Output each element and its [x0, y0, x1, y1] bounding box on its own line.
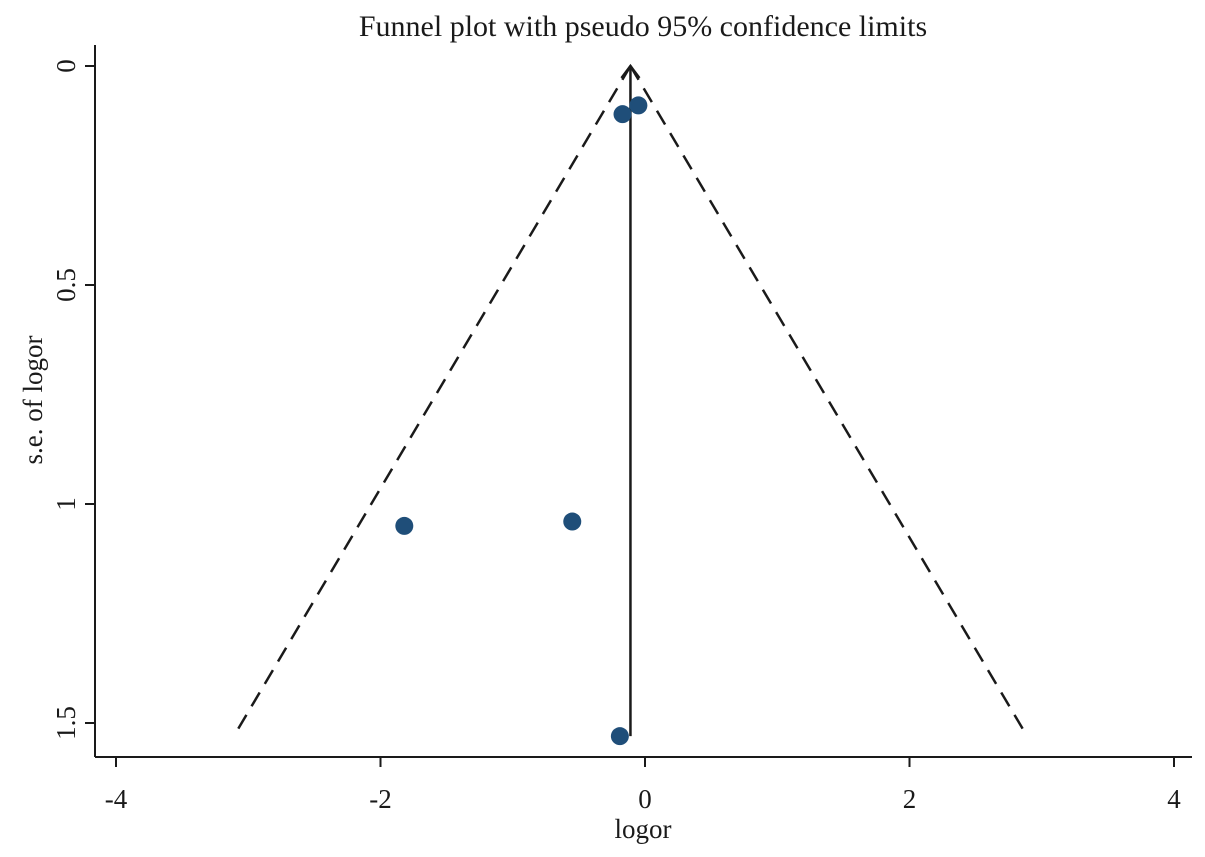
y-tick-label-2: 1 [51, 497, 81, 511]
upper-confidence-limit-line [629, 65, 1029, 737]
y-tick-label-0: 0 [51, 59, 81, 73]
axes: -4 -2 0 2 4 0 0.5 1 1.5 [51, 45, 1192, 814]
x-axis-label: logor [615, 814, 672, 844]
x-tick-label-3: 2 [903, 784, 917, 814]
x-tick-label-1: -2 [369, 784, 392, 814]
lower-confidence-limit-line [232, 65, 632, 737]
study-point-1 [613, 105, 632, 124]
y-tick-label-3: 1.5 [51, 706, 81, 740]
study-point-3 [395, 516, 414, 535]
y-axis-label: s.e. of logor [18, 336, 48, 465]
plot-area [232, 63, 1029, 746]
study-point-0 [629, 96, 648, 115]
chart-title: Funnel plot with pseudo 95% confidence l… [359, 10, 927, 43]
x-tick-label-2: 0 [638, 784, 652, 814]
pooled-estimate-arrowhead [620, 63, 641, 79]
x-tick-label-0: -4 [105, 784, 128, 814]
study-point-2 [563, 512, 582, 531]
x-tick-label-4: 4 [1167, 784, 1181, 814]
study-point-4 [610, 727, 629, 746]
y-tick-label-1: 0.5 [51, 268, 81, 302]
